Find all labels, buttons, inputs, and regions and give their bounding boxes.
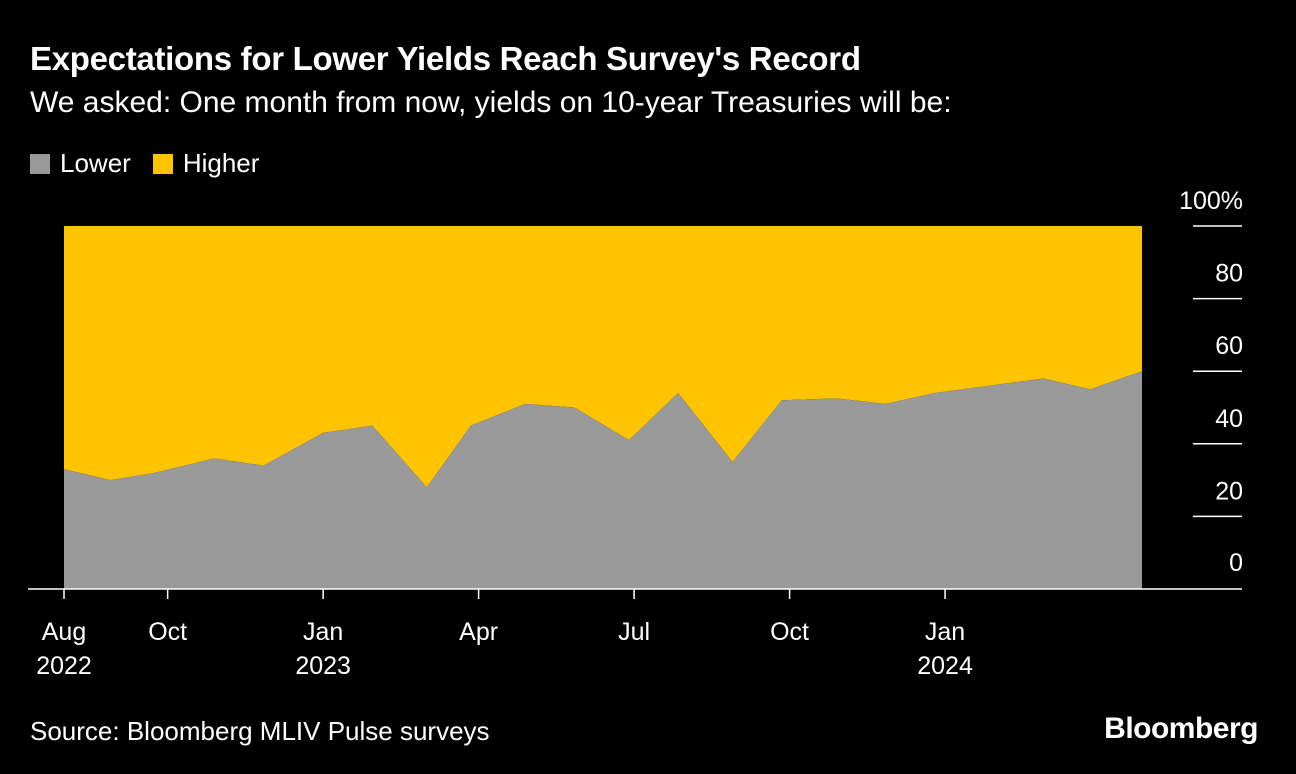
x-tick-label: Jul — [618, 618, 650, 646]
legend: Lower Higher — [30, 148, 281, 179]
legend-swatch-lower — [30, 153, 50, 174]
area-lower — [64, 371, 1142, 589]
bloomberg-logo: Bloomberg — [1104, 712, 1258, 745]
x-tick-year-label: 2023 — [295, 652, 351, 680]
chart-subtitle: We asked: One month from now, yields on … — [30, 86, 952, 119]
legend-label-lower: Lower — [60, 148, 131, 178]
x-tick-year-label: 2024 — [917, 652, 973, 680]
x-tick-label: Jan — [925, 618, 965, 646]
y-tick-label: 20 — [1215, 477, 1243, 505]
legend-item-higher: Higher — [152, 148, 260, 179]
source-note: Source: Bloomberg MLIV Pulse surveys — [30, 716, 490, 746]
legend-swatch-higher — [152, 153, 173, 174]
y-tick-label: 80 — [1215, 260, 1243, 288]
legend-label-higher: Higher — [182, 148, 260, 178]
y-tick-label: 60 — [1215, 332, 1243, 360]
area-higher — [64, 226, 1142, 488]
legend-item-lower: Lower — [30, 148, 131, 179]
y-tick-label: 0 — [1229, 549, 1243, 577]
x-tick-label: Oct — [148, 618, 187, 646]
y-tick-label: 100% — [1179, 187, 1243, 215]
chart-title: Expectations for Lower Yields Reach Surv… — [30, 40, 861, 77]
x-tick-label: Jan — [303, 618, 343, 646]
x-tick-label: Oct — [770, 618, 809, 646]
x-tick-year-label: 2022 — [36, 652, 92, 680]
y-tick-label: 40 — [1215, 405, 1243, 433]
x-tick-label: Aug — [42, 618, 86, 646]
x-tick-label: Apr — [459, 618, 498, 646]
